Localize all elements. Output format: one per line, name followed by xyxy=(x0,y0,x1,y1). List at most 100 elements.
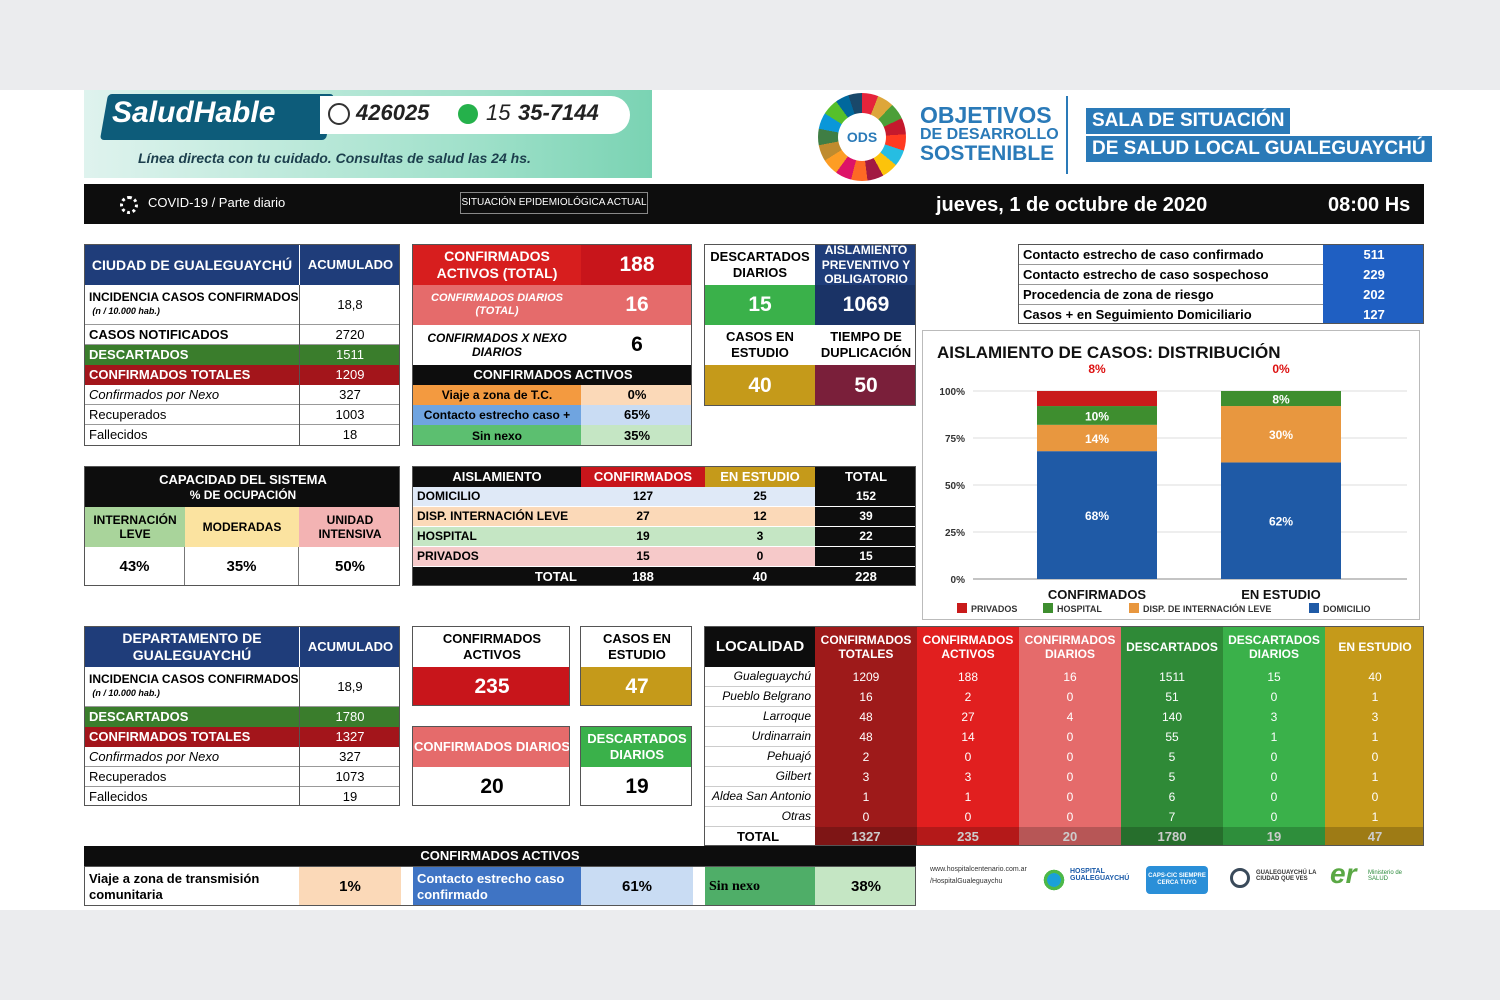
dep-contacto-value: 61% xyxy=(581,867,693,905)
loc-conf-diarios-cell: 0 xyxy=(1019,787,1121,807)
aisl-row-confirmados: 127 xyxy=(581,487,705,507)
loc-desc-diarios-cell: 0 xyxy=(1223,747,1325,767)
aislamiento-obl-label: AISLAMIENTO PREVENTIVO Y OBLIGATORIO xyxy=(815,245,915,285)
aisl-total-confirmados: 188 xyxy=(632,569,654,585)
chart-data-label: 8% xyxy=(1272,393,1290,407)
header-divider xyxy=(1066,96,1068,174)
dep-estudio-value: 47 xyxy=(581,667,691,705)
aisl-total-label: TOTAL xyxy=(534,569,577,585)
phone2-number: 35-7144 xyxy=(518,100,599,125)
loc-conf-totales-cell: 1209 xyxy=(815,667,917,687)
facebook-link[interactable]: /HospitalGualeguaychu xyxy=(930,878,1003,885)
web-link[interactable]: www.hospitalcentenario.com.ar xyxy=(930,866,1027,873)
loc-conf-activos-cell: 27 xyxy=(917,707,1019,727)
aisl-header-confirmados: CONFIRMADOS xyxy=(581,467,705,487)
ciudad-acum-header: ACUMULADO xyxy=(299,245,399,285)
dashboard-sheet: SaludHable 426025 15 35-7144 Línea direc… xyxy=(0,90,1500,910)
aisl-row-confirmados: 19 xyxy=(581,527,705,547)
breakdown-contacto-label: Contacto estrecho caso + xyxy=(413,405,581,425)
distribucion-chart-panel: AISLAMIENTO DE CASOS: DISTRIBUCIÓN 0% 25%… xyxy=(922,330,1420,620)
localidad-table: LOCALIDAD CONFIRMADOS TOTALES CONFIRMADO… xyxy=(704,626,1424,846)
dep-recuperados-label: Recuperados xyxy=(85,767,299,787)
aisl-row-estudio: 0 xyxy=(705,547,815,567)
report-time: 08:00 Hs xyxy=(1328,194,1411,216)
loc-conf-activos-cell: 2 xyxy=(917,687,1019,707)
chart-title: AISLAMIENTO DE CASOS: DISTRIBUCIÓN xyxy=(937,343,1281,362)
ciudad-incidencia-value: 18,8 xyxy=(299,285,399,325)
ciudad-incidencia-label: INCIDENCIA CASOS CONFIRMADOS (n / 10.000… xyxy=(85,285,299,325)
chart-bar-segment xyxy=(1037,406,1157,425)
virus-icon xyxy=(120,196,138,214)
ods-badge: ODS xyxy=(846,128,878,145)
caps-logo: CAPS-CIC SIEMPRE CERCA TUYO xyxy=(1146,866,1208,894)
chart-bar-segment xyxy=(1221,462,1341,579)
loc-row-name: Otras xyxy=(705,807,815,827)
dep-confirmados-value: 1327 xyxy=(299,727,399,747)
capacidad-intensiva-label: UNIDAD INTENSIVA xyxy=(299,507,399,547)
contacto-confirmado-label: Contacto estrecho de caso confirmado xyxy=(1019,245,1323,265)
confirmados-activos-value: 188 xyxy=(581,245,691,285)
ods-line3: SOSTENIBLE xyxy=(920,142,1055,165)
dep-fallecidos-label: Fallecidos xyxy=(89,789,148,805)
ciudad-notificados-label: CASOS NOTIFICADOS xyxy=(85,325,299,345)
loc-estudio-cell: 1 xyxy=(1325,767,1423,787)
dep-sinnexo-value: 38% xyxy=(815,867,915,905)
dep-viaje-value: 1% xyxy=(299,867,401,905)
dep-descartados-label: DESCARTADOS xyxy=(85,707,299,727)
dep-confirmados-label: CONFIRMADOS TOTALES xyxy=(85,727,299,747)
dep-activos-value: 235 xyxy=(413,667,569,705)
confirmados-nexo-label: CONFIRMADOS X NEXO DIARIOS xyxy=(427,330,567,359)
situacion-label: SITUACIÓN EPIDEMIOLÓGICA ACTUAL xyxy=(460,192,648,214)
aisl-header-estudio: EN ESTUDIO xyxy=(705,467,815,487)
loc-header-localidad: LOCALIDAD xyxy=(705,627,815,667)
loc-desc-diarios-total: 19 xyxy=(1223,827,1325,845)
chart-category-label: EN ESTUDIO xyxy=(1241,587,1320,602)
dep-contacto-label: Contacto estrecho caso confirmado xyxy=(413,867,581,905)
tiempo-dup-value: 50 xyxy=(815,365,915,405)
hospital-logo: HOSPITAL GUALEGUAYCHÚ xyxy=(1070,868,1130,882)
dep-descartados-value: 1780 xyxy=(299,707,399,727)
whatsapp-icon xyxy=(458,104,478,124)
loc-header-conf-diarios: CONFIRMADOS DIARIOS xyxy=(1019,627,1121,667)
loc-estudio-cell: 1 xyxy=(1325,687,1423,707)
gualeguaychu-logo: GUALEGUAYCHÚ LA CIUDAD QUE VES xyxy=(1256,870,1317,882)
capacidad-title: CAPACIDAD DEL SISTEMA % DE OCUPACIÓN xyxy=(85,467,399,507)
breakdown-contacto-value: 65% xyxy=(581,405,691,425)
aisl-row-estudio: 25 xyxy=(705,487,815,507)
ciudad-fallecidos-value: 18 xyxy=(342,427,358,443)
loc-conf-totales-cell: 3 xyxy=(815,767,917,787)
capacidad-table: CAPACIDAD DEL SISTEMA % DE OCUPACIÓN INT… xyxy=(84,466,400,586)
casos-estudio-value: 40 xyxy=(705,365,815,405)
confirmados-diarios-label: CONFIRMADOS DIARIOS (TOTAL) xyxy=(413,285,581,325)
dep-nexo-label: Confirmados por Nexo xyxy=(85,747,299,767)
capacidad-moderadas-value: 35% xyxy=(185,547,299,585)
loc-descartados-cell: 55 xyxy=(1121,727,1223,747)
loc-descartados-cell: 1511 xyxy=(1121,667,1223,687)
dep-incidencia-note: (n / 10.000 hab.) xyxy=(92,688,160,699)
ciudad-col-divider xyxy=(299,285,300,445)
loc-conf-diarios-cell: 16 xyxy=(1019,667,1121,687)
ciudad-confirmados-label: CONFIRMADOS TOTALES xyxy=(85,365,299,385)
dep-diarios-box: CONFIRMADOS DIARIOS 20 xyxy=(412,726,570,806)
loc-conf-totales-cell: 0 xyxy=(815,807,917,827)
contacto-sospechoso-value: 229 xyxy=(1323,265,1423,285)
dep-sinnexo-label: Sin nexo xyxy=(705,867,815,905)
salud-hable-logo-text: SaludHable xyxy=(112,96,275,130)
breakdown-sinnexo-value: 35% xyxy=(581,425,691,445)
capacidad-title-text: CAPACIDAD DEL SISTEMA xyxy=(159,472,327,487)
aislamiento-obl-value: 1069 xyxy=(815,285,915,325)
chart-legend-swatch xyxy=(957,603,967,613)
dep-acum-header: ACUMULADO xyxy=(299,627,399,667)
chart-category-label: CONFIRMADOS xyxy=(1048,587,1147,602)
dep-incidencia-label: INCIDENCIA CASOS CONFIRMADOS (n / 10.000… xyxy=(85,667,299,707)
er-logo-icon: er xyxy=(1330,858,1357,889)
dep-viaje-label: Viaje a zona de transmisión comunitaria xyxy=(89,871,260,902)
procedencia-label: Procedencia de zona de riesgo xyxy=(1019,285,1323,305)
ciudad-fallecidos-label: Fallecidos xyxy=(89,427,148,443)
aisl-header-aislamiento: AISLAMIENTO xyxy=(452,469,542,485)
dep-activos-strip-title: CONFIRMADOS ACTIVOS xyxy=(420,848,580,864)
loc-conf-activos-total: 235 xyxy=(917,827,1019,845)
phone2-prefix: 15 xyxy=(486,100,511,125)
loc-conf-activos-cell: 14 xyxy=(917,727,1019,747)
chart-data-label: 30% xyxy=(1269,428,1293,442)
